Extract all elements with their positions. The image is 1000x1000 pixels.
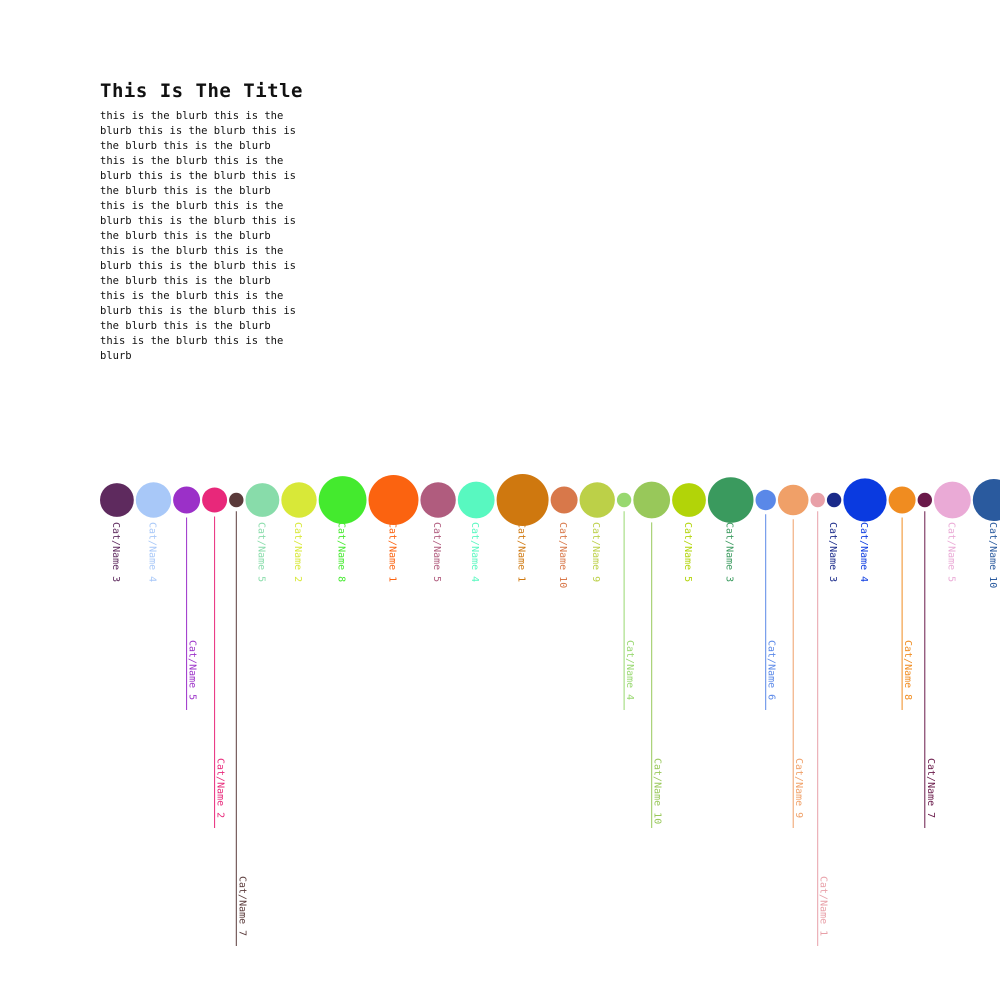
bubble	[496, 474, 549, 526]
bubble-label: Cat/Name 4	[469, 522, 480, 582]
bubble-label: Cat/Name 6	[766, 640, 777, 700]
bubble-label: Cat/Name 2	[292, 522, 303, 582]
bubble	[100, 483, 134, 517]
bubble-label: Cat/Name 7	[236, 876, 247, 936]
chart-title: This Is The Title	[100, 80, 303, 102]
bubble	[457, 481, 495, 519]
bubble	[633, 481, 671, 519]
bubble-label: Cat/Name 4	[624, 640, 635, 700]
chart-blurb: this is the blurb this is the blurb this…	[100, 110, 296, 362]
bubble-label: Cat/Name 3	[827, 522, 838, 582]
bubble-label: Cat/Name 5	[945, 522, 956, 582]
bubble	[281, 482, 317, 518]
bubble	[229, 492, 244, 508]
bubble	[672, 483, 706, 517]
bubble	[368, 475, 419, 525]
bubble-label: Cat/Name 10	[987, 522, 998, 588]
bubble	[318, 476, 367, 524]
bubble	[173, 486, 201, 514]
bubble-label: Cat/Name 1	[387, 522, 398, 582]
bubble	[579, 482, 615, 518]
bubble-label: Cat/Name 10	[557, 522, 568, 588]
bubble-label: Cat/Name 3	[110, 522, 121, 582]
bubble	[826, 492, 842, 508]
bubble	[550, 486, 578, 514]
bubble-label: Cat/Name 4	[147, 522, 158, 582]
bubble-label: Cat/Name 9	[793, 758, 804, 818]
bubble-label: Cat/Name 2	[215, 758, 226, 818]
bubble	[420, 482, 456, 518]
bubble-label: Cat/Name 5	[431, 522, 442, 582]
bubble	[810, 492, 825, 508]
bubble-label: Cat/Name 5	[187, 640, 198, 700]
bubble-label: Cat/Name 4	[858, 522, 869, 582]
bubble-label: Cat/Name 8	[336, 522, 347, 582]
bubble	[202, 487, 228, 513]
bubble	[917, 492, 932, 508]
bubble	[616, 492, 632, 508]
bubble	[245, 483, 280, 517]
bubble-label: Cat/Name 5	[255, 522, 266, 582]
bubble	[755, 489, 776, 511]
bubble	[135, 482, 172, 518]
bubble	[888, 486, 916, 514]
bubble-label: Cat/Name 5	[682, 522, 693, 582]
bubble	[972, 479, 1000, 521]
bubble-label: Cat/Name 10	[652, 758, 663, 824]
bubble	[777, 484, 809, 516]
bubble	[707, 477, 754, 523]
bubble-label: Cat/Name 8	[902, 640, 913, 700]
bubble-label: Cat/Name 1	[516, 522, 527, 582]
bubble-label: Cat/Name 1	[818, 876, 829, 936]
bubble-label: Cat/Name 3	[724, 522, 735, 582]
bubble-label: Cat/Name 7	[925, 758, 936, 818]
bubble	[843, 478, 887, 522]
bubble-label: Cat/Name 9	[590, 522, 601, 582]
bubble	[934, 481, 971, 519]
